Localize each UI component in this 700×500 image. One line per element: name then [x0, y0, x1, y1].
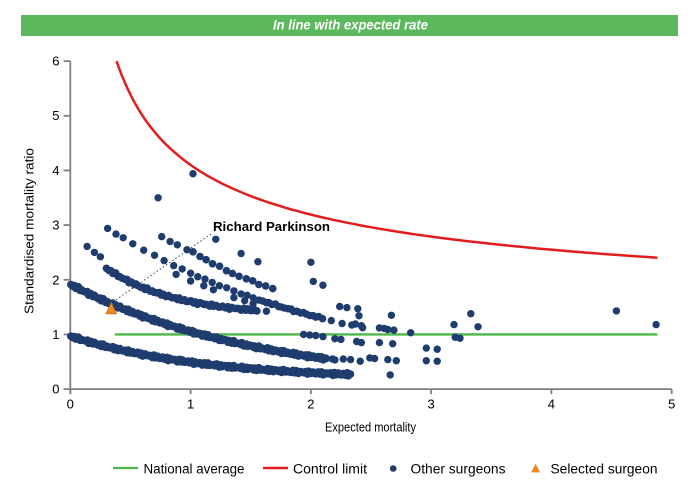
- svg-text:Standardised mortality ratio: Standardised mortality ratio: [23, 148, 37, 314]
- svg-text:2: 2: [52, 272, 59, 287]
- svg-text:2: 2: [307, 397, 314, 412]
- svg-text:Other surgeons: Other surgeons: [411, 462, 506, 477]
- svg-text:0: 0: [52, 382, 59, 397]
- svg-text:1: 1: [52, 327, 59, 342]
- svg-text:6: 6: [52, 54, 59, 69]
- svg-text:5: 5: [52, 108, 59, 123]
- svg-text:Richard Parkinson: Richard Parkinson: [213, 219, 330, 234]
- svg-text:0: 0: [67, 397, 74, 412]
- svg-text:1: 1: [187, 397, 194, 412]
- svg-text:National average: National average: [144, 462, 245, 477]
- svg-text:In line with expected rate: In line with expected rate: [273, 17, 428, 33]
- svg-text:Control limit: Control limit: [293, 462, 367, 477]
- svg-text:Expected mortality: Expected mortality: [325, 421, 417, 435]
- svg-text:4: 4: [548, 397, 555, 412]
- svg-text:4: 4: [52, 163, 59, 178]
- svg-text:3: 3: [427, 397, 434, 412]
- svg-text:5: 5: [668, 397, 675, 412]
- svg-text:3: 3: [52, 218, 59, 233]
- svg-text:Selected surgeon: Selected surgeon: [551, 462, 658, 477]
